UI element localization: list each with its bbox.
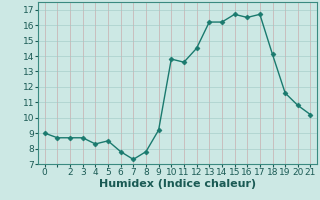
X-axis label: Humidex (Indice chaleur): Humidex (Indice chaleur) <box>99 179 256 189</box>
